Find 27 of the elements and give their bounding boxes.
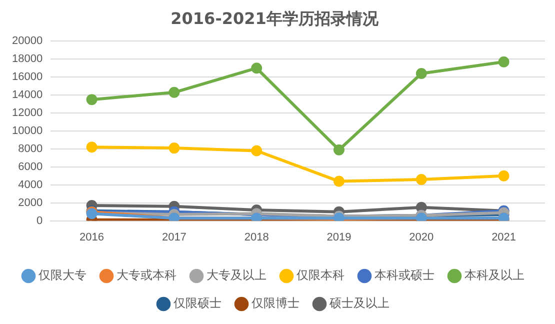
y-tick-label: 8000 [18, 142, 43, 155]
x-tick-label: 2020 [409, 231, 434, 244]
x-tick-label: 2016 [80, 231, 104, 244]
x-tick-label: 2019 [326, 231, 352, 244]
x-tick-label: 2021 [492, 231, 516, 244]
legend-label: 仅限大专 [38, 268, 86, 282]
y-tick-label: 0 [36, 214, 43, 227]
legend-label: 仅限博士 [252, 296, 300, 310]
legend-label: 硕士及以上 [328, 296, 390, 310]
y-tick-label: 14000 [12, 89, 43, 102]
y-tick-label: 2000 [18, 196, 43, 209]
legend-label: 大专或本科 [116, 268, 176, 282]
legend-label: 本科及以上 [464, 268, 524, 282]
y-tick-label: 6000 [18, 160, 43, 173]
legend-label: 本科或硕士 [374, 268, 434, 282]
x-tick-label: 2018 [244, 231, 269, 244]
y-tick-label: 20000 [12, 35, 43, 48]
x-tick-label: 2017 [162, 231, 186, 244]
y-tick-label: 10000 [12, 125, 43, 138]
legend-label: 仅限硕士 [174, 296, 222, 310]
y-tick-label: 12000 [12, 107, 43, 120]
y-tick-label: 16000 [12, 71, 43, 84]
y-tick-label: 18000 [12, 53, 43, 66]
legend-label: 仅限本科 [296, 268, 344, 282]
chart-title: 2016-2021年学历招录情况 [170, 8, 380, 28]
y-tick-label: 4000 [18, 178, 43, 191]
legend-label: 大专及以上 [206, 268, 266, 282]
